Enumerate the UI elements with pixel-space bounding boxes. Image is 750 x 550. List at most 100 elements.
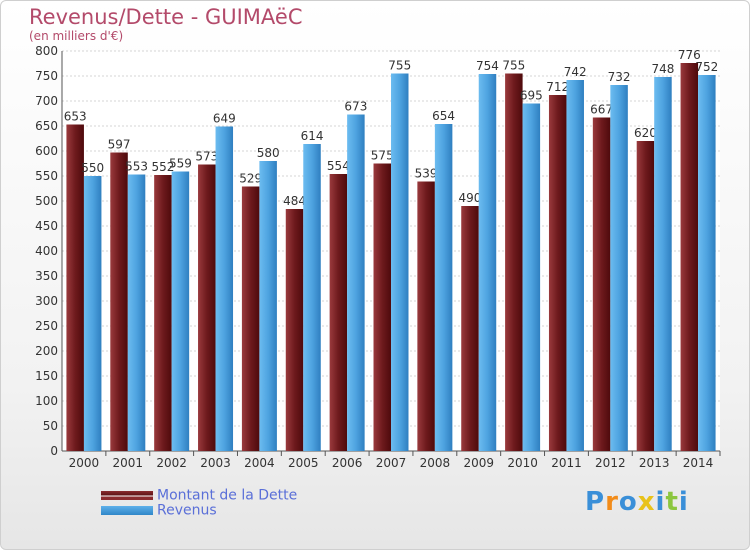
- bar-revenus: [478, 74, 497, 451]
- x-tick-label: 2011: [551, 456, 582, 470]
- data-label-revenus: 649: [213, 112, 236, 126]
- data-label-revenus: 673: [344, 100, 367, 114]
- logo-letter: t: [665, 487, 679, 517]
- data-label-revenus: 748: [651, 62, 674, 76]
- y-tick-label: 200: [35, 344, 58, 358]
- legend-label-revenus: Revenus: [157, 502, 217, 519]
- data-label-dette: 552: [151, 160, 174, 174]
- x-tick-label: 2006: [332, 456, 363, 470]
- y-tick-label: 800: [35, 44, 58, 58]
- data-label-dette: 597: [108, 138, 131, 152]
- bar-revenus: [171, 171, 190, 451]
- bar-revenus: [259, 161, 277, 451]
- y-tick-label: 250: [35, 319, 58, 333]
- bar-revenus: [434, 124, 453, 451]
- data-label-revenus: 559: [169, 157, 192, 171]
- data-label-revenus: 754: [476, 59, 499, 73]
- bar-dette: [66, 124, 84, 451]
- data-label-revenus: 614: [301, 129, 324, 143]
- y-tick-label: 550: [35, 169, 58, 183]
- bar-revenus: [215, 126, 234, 451]
- x-tick-label: 2004: [244, 456, 275, 470]
- data-label-dette: 575: [371, 149, 394, 163]
- chart-title: Revenus/Dette - GUIMAëC: [29, 5, 303, 29]
- logo-letter: P: [585, 487, 606, 517]
- y-tick-label: 700: [35, 94, 58, 108]
- bar-revenus: [83, 176, 102, 451]
- y-tick-label: 500: [35, 194, 58, 208]
- data-label-revenus: 755: [388, 59, 411, 73]
- y-tick-label: 150: [35, 369, 58, 383]
- bar-revenus: [522, 103, 541, 451]
- logo-letter: o: [618, 487, 638, 517]
- x-tick-label: 2014: [683, 456, 714, 470]
- bar-revenus: [303, 144, 321, 451]
- data-label-revenus: 580: [257, 146, 280, 160]
- legend-item-dette: Montant de la Dette: [101, 485, 297, 504]
- x-tick-label: 2000: [69, 456, 100, 470]
- data-label-revenus: 550: [81, 161, 104, 175]
- y-tick-label: 300: [35, 294, 58, 308]
- bar-revenus: [654, 77, 672, 451]
- y-tick-label: 600: [35, 144, 58, 158]
- data-label-dette: 653: [64, 110, 87, 124]
- y-tick-label: 650: [35, 119, 58, 133]
- bar-dette: [285, 209, 304, 451]
- bar-dette: [461, 206, 479, 451]
- legend: Montant de la Dette Revenus: [101, 485, 297, 519]
- data-label-revenus: 742: [564, 65, 587, 79]
- bar-revenus: [391, 73, 409, 451]
- x-tick-label: 2009: [463, 456, 494, 470]
- data-label-dette: 573: [195, 150, 218, 164]
- proxiti-logo: Proxiti: [585, 487, 689, 517]
- chart-subtitle: (en milliers d'€): [29, 29, 124, 43]
- logo-letter: r: [605, 487, 619, 517]
- data-label-revenus: 752: [695, 60, 718, 74]
- data-label-dette: 539: [415, 167, 438, 181]
- x-tick-label: 2001: [113, 456, 144, 470]
- x-tick-label: 2007: [376, 456, 407, 470]
- bar-dette: [592, 117, 611, 451]
- bar-revenus: [698, 75, 716, 451]
- data-label-dette: 529: [239, 172, 262, 186]
- bar-dette: [329, 174, 348, 451]
- bar-dette: [198, 164, 216, 451]
- data-label-dette: 776: [678, 48, 701, 62]
- y-tick-label: 750: [35, 69, 58, 83]
- y-tick-label: 0: [50, 444, 58, 458]
- bar-dette: [680, 63, 699, 451]
- data-label-dette: 490: [459, 191, 482, 205]
- logo-letter: x: [637, 487, 656, 517]
- x-tick-label: 2013: [639, 456, 670, 470]
- x-tick-label: 2002: [156, 456, 187, 470]
- data-label-revenus: 654: [432, 109, 455, 123]
- bar-dette: [417, 181, 435, 451]
- bar-dette: [241, 186, 260, 451]
- x-tick-label: 2010: [507, 456, 538, 470]
- bar-dette: [505, 73, 523, 451]
- data-label-dette: 554: [327, 159, 350, 173]
- logo-letter: i: [655, 487, 666, 517]
- data-label-dette: 755: [502, 59, 525, 73]
- bar-revenus: [566, 80, 584, 451]
- data-label-dette: 484: [283, 194, 306, 208]
- legend-item-revenus: Revenus: [101, 500, 297, 519]
- x-tick-label: 2003: [200, 456, 231, 470]
- legend-swatch-dette: [101, 491, 153, 500]
- legend-swatch-revenus: [101, 506, 153, 515]
- x-tick-label: 2012: [595, 456, 626, 470]
- bar-revenus: [347, 114, 365, 451]
- bar-dette: [110, 152, 128, 451]
- data-label-revenus: 695: [520, 89, 543, 103]
- y-tick-label: 350: [35, 269, 58, 283]
- bar-revenus: [127, 174, 146, 451]
- data-label-revenus: 553: [125, 160, 148, 174]
- x-tick-label: 2005: [288, 456, 319, 470]
- y-tick-label: 400: [35, 244, 58, 258]
- data-label-dette: 712: [546, 80, 569, 94]
- y-tick-label: 50: [43, 419, 58, 433]
- bar-dette: [154, 175, 172, 451]
- y-tick-label: 450: [35, 219, 58, 233]
